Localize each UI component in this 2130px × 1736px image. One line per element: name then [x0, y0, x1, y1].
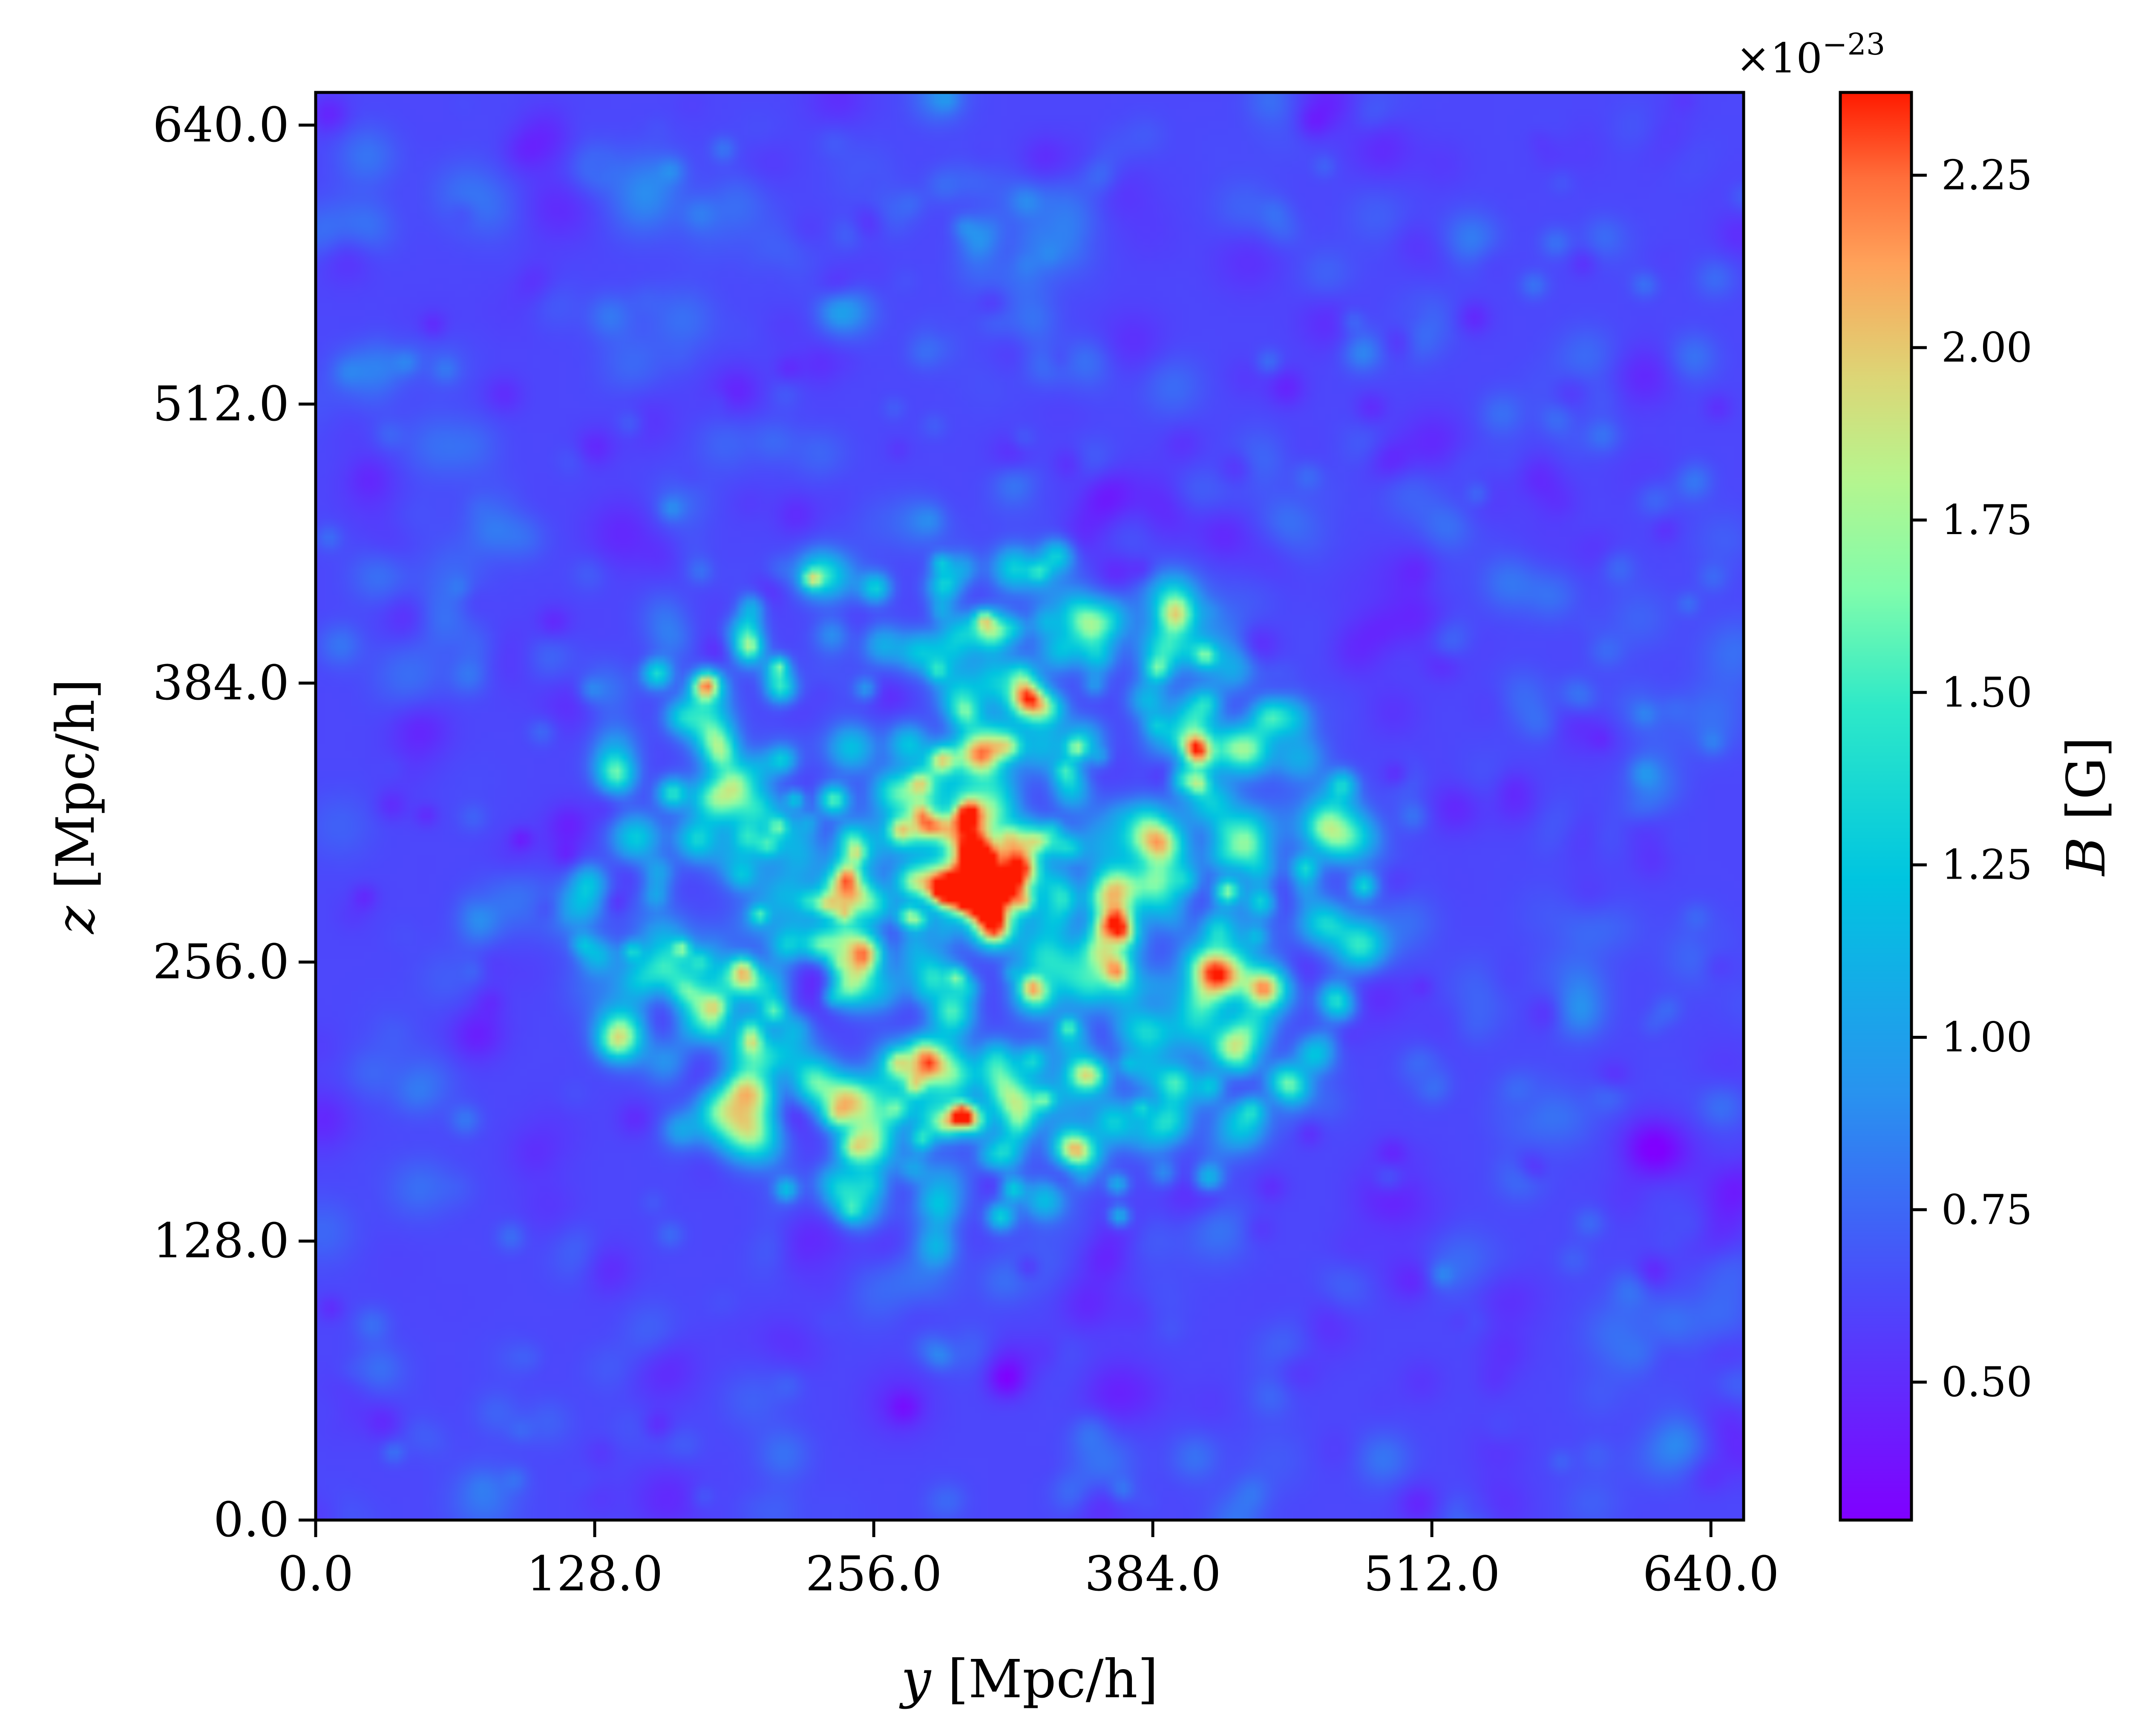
- y-axis: 0.0 128.0 256.0 384.0 512.0 640.0: [153, 98, 316, 1548]
- x-tick-label: 384.0: [1085, 1546, 1221, 1602]
- y-tick-label: 640.0: [153, 98, 289, 153]
- heatmap-plot-area: [314, 91, 1745, 1522]
- x-tick-label: 512.0: [1364, 1546, 1500, 1602]
- colorbar-tick-label: 2.00: [1941, 324, 2032, 371]
- y-tick-label: 384.0: [153, 655, 289, 711]
- colorbar-tick-label: 1.25: [1941, 841, 2032, 889]
- x-tick-label: 256.0: [806, 1546, 942, 1602]
- colorbar-tick-label: 0.50: [1941, 1358, 2032, 1406]
- y-axis-title: z [Mpc/h]: [45, 679, 106, 935]
- y-tick-label: 128.0: [153, 1213, 289, 1269]
- x-tick-label: 640.0: [1643, 1546, 1779, 1602]
- colorbar-tick-label: 1.75: [1941, 496, 2032, 544]
- colorbar-tick-label: 1.00: [1941, 1013, 2032, 1061]
- colorbar-tick-label: 1.50: [1941, 669, 2032, 716]
- x-tick-label: 128.0: [527, 1546, 663, 1602]
- colorbar-tick-label: 0.75: [1941, 1186, 2032, 1233]
- colorbar-title: B [G]: [2056, 737, 2117, 877]
- colorbar-gradient: [1839, 91, 1913, 1522]
- magnetic-field-heatmap: [316, 92, 1744, 1520]
- x-tick-label: 0.0: [278, 1546, 354, 1602]
- y-tick-label: 512.0: [153, 377, 289, 432]
- y-tick-label: 0.0: [213, 1492, 289, 1548]
- y-tick-label: 256.0: [153, 934, 289, 990]
- x-axis-title: y [Mpc/h]: [899, 1649, 1158, 1710]
- colorbar: [1839, 91, 1913, 1522]
- colorbar-ticks: 0.50 0.75 1.00 1.25 1.50 1.75 2.00 2.25: [1911, 151, 2032, 1406]
- x-axis: 0.0 128.0 256.0 384.0 512.0 640.0: [278, 1520, 1779, 1602]
- colorbar-tick-label: 2.25: [1941, 151, 2032, 199]
- plot-frame: [314, 91, 1745, 1522]
- colorbar-exponent: ×10−23: [1736, 27, 1885, 82]
